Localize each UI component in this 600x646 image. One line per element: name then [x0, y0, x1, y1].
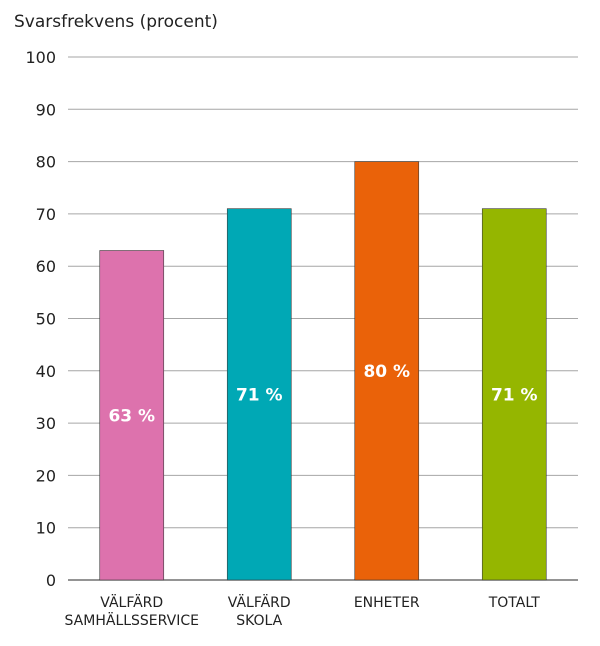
y-tick-label: 100 [25, 48, 56, 67]
bars [99, 161, 547, 581]
y-tick-label: 0 [46, 571, 56, 590]
category-label: ENHETER [354, 595, 420, 611]
y-tick-label: 30 [36, 414, 56, 433]
category-label: VÄLFÄRD [100, 593, 163, 611]
y-axis-ticks: 0 10 20 30 40 50 60 70 80 90 100 [25, 48, 56, 590]
bar [481, 208, 547, 581]
y-tick-label: 10 [36, 519, 56, 538]
data-label: 80 % [363, 362, 410, 382]
data-label: 71 % [236, 385, 283, 405]
y-tick-label: 80 [36, 153, 56, 172]
category-labels: VÄLFÄRDSAMHÄLLSSERVICEVÄLFÄRDSKOLAENHETE… [65, 593, 541, 629]
category-label: TOTALT [488, 595, 540, 611]
y-tick-label: 40 [36, 362, 56, 381]
bar [226, 208, 292, 581]
data-label: 63 % [108, 406, 155, 426]
y-tick-label: 60 [36, 257, 56, 276]
category-label: VÄLFÄRD [228, 593, 291, 611]
bar [99, 250, 165, 581]
y-axis-label: Svarsfrekvens (procent) [14, 12, 218, 32]
category-label: SKOLA [236, 613, 282, 629]
y-tick-label: 90 [36, 100, 56, 119]
y-tick-label: 20 [36, 466, 56, 485]
y-tick-label: 70 [36, 205, 56, 224]
category-label: SAMHÄLLSSERVICE [65, 611, 199, 629]
bar [354, 161, 420, 581]
data-label: 71 % [491, 385, 538, 405]
y-tick-label: 50 [36, 310, 56, 329]
data-labels: 63 % 71 % 80 % 71 % [108, 362, 537, 426]
